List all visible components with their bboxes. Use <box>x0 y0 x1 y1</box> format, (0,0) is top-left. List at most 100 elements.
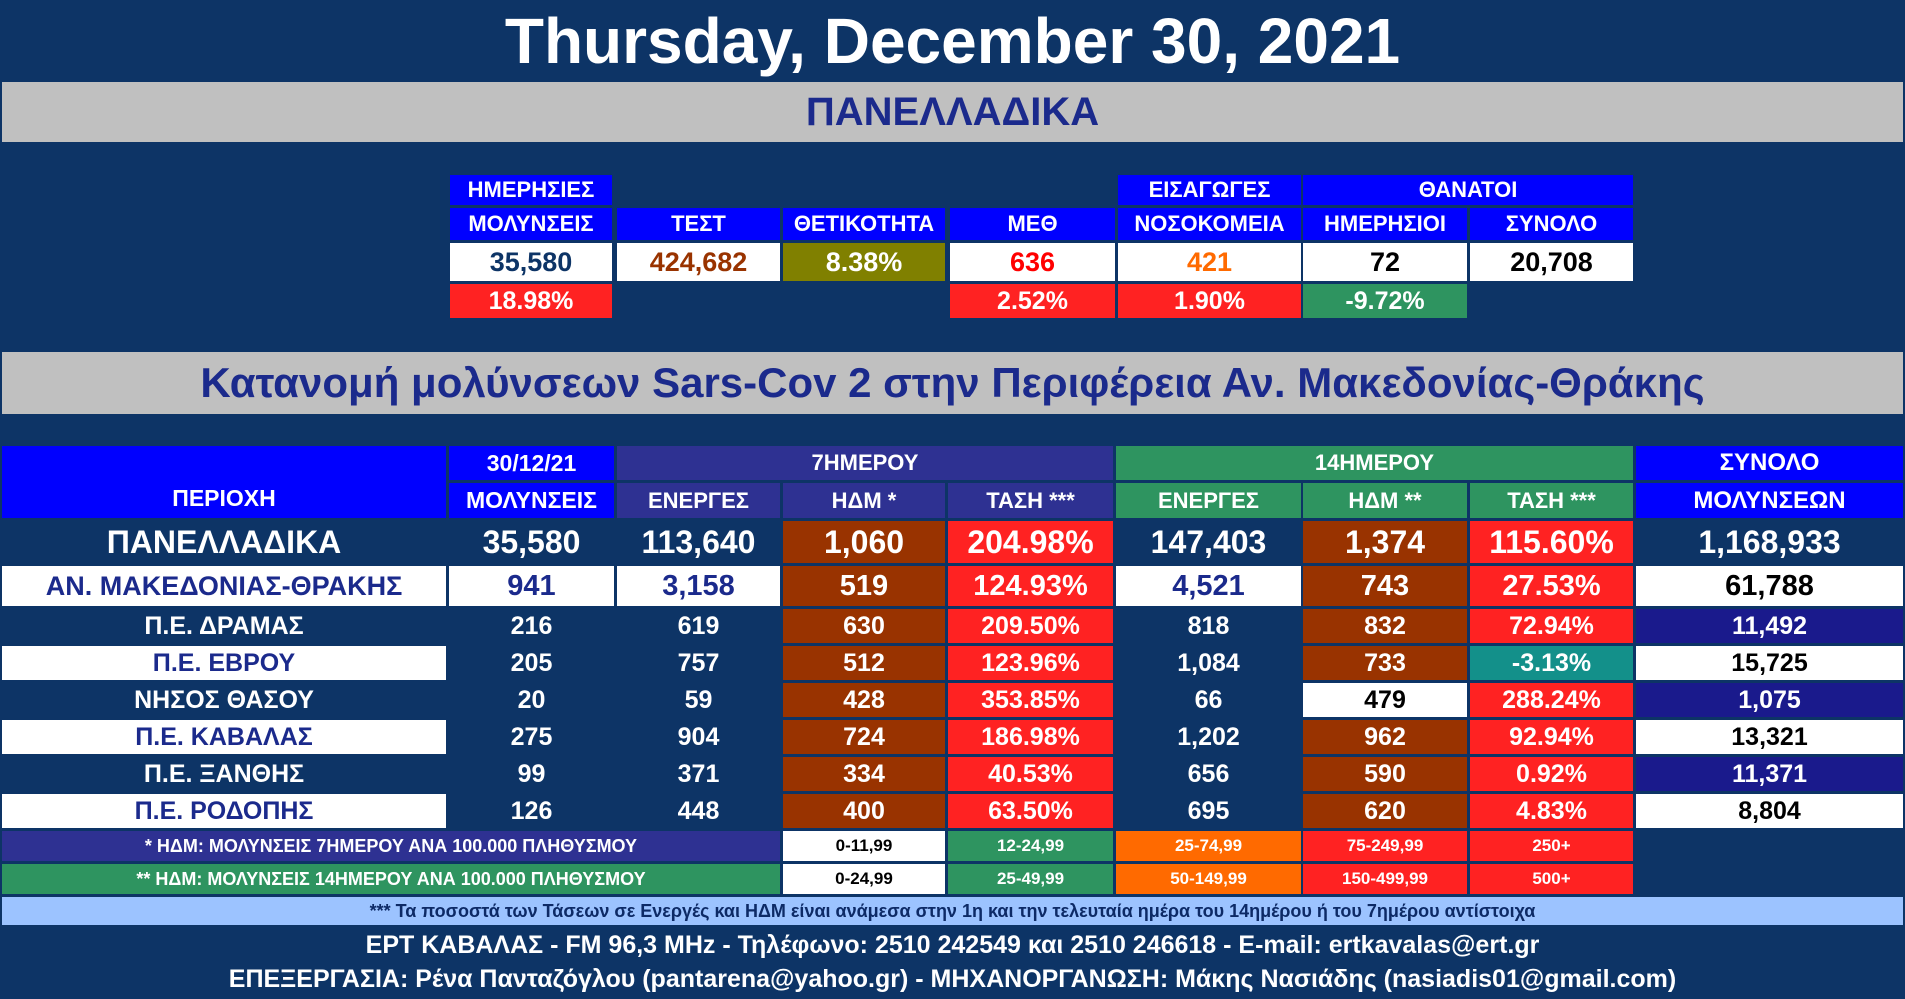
table-cell-ndm14: 479 <box>1303 683 1467 717</box>
table-cell-total: 1,168,933 <box>1636 521 1903 563</box>
summary-header-daily-1: ΗΜΕΡΗΣΙΕΣ <box>450 175 612 205</box>
table-cell-ndm14: 832 <box>1303 609 1467 643</box>
table-cell-active7: 619 <box>617 609 780 643</box>
legend-ndm7-range: 0-11,99 <box>783 831 945 861</box>
table-cell-active14: 1,202 <box>1116 720 1301 754</box>
summary-header-positivity: ΘΕΤΙΚΟΤΗΤΑ <box>783 208 945 240</box>
table-cell-total: 61,788 <box>1636 566 1903 606</box>
legend-ndm7-range: 75-249,99 <box>1303 831 1467 861</box>
summary-change-admissions: 1.90% <box>1118 284 1301 318</box>
table-row-name: ΑΝ. ΜΑΚΕΔΟΝΙΑΣ-ΘΡΑΚΗΣ <box>2 566 446 606</box>
table-header-fortnight: 14ΗΜΕΡΟΥ <box>1116 446 1633 480</box>
table-cell-active7: 904 <box>617 720 780 754</box>
table-cell-trend7: 353.85% <box>948 683 1113 717</box>
table-cell-active7: 113,640 <box>617 521 780 563</box>
table-cell-total: 8,804 <box>1636 794 1903 828</box>
legend-ndm14-range: 50-149,99 <box>1116 864 1301 894</box>
table-cell-trend7: 186.98% <box>948 720 1113 754</box>
table-cell-trend7: 124.93% <box>948 566 1113 606</box>
table-cell-active14: 695 <box>1116 794 1301 828</box>
legend-ndm14-range: 150-499,99 <box>1303 864 1467 894</box>
summary-header-admissions-1: ΕΙΣΑΓΩΓΕΣ <box>1118 175 1301 205</box>
table-cell-active7: 448 <box>617 794 780 828</box>
table-cell-total: 1,075 <box>1636 683 1903 717</box>
table-row-name: Π.Ε. ΚΑΒΑΛΑΣ <box>2 720 446 754</box>
table-cell-trend7: 209.50% <box>948 609 1113 643</box>
table-cell-active14: 66 <box>1116 683 1301 717</box>
table-row-name: Π.Ε. ΡΟΔΟΠΗΣ <box>2 794 446 828</box>
table-row-name: Π.Ε. ΞΑΝΘΗΣ <box>2 757 446 791</box>
table-header-ndm7: ΗΔΜ * <box>783 483 945 518</box>
table-cell-ndm14: 590 <box>1303 757 1467 791</box>
table-cell-ndm7: 630 <box>783 609 945 643</box>
table-cell-trend14: 115.60% <box>1470 521 1633 563</box>
table-cell-infections: 126 <box>449 794 614 828</box>
summary-change-daily: 18.98% <box>450 284 612 318</box>
table-cell-active14: 4,521 <box>1116 566 1301 606</box>
table-header-week: 7ΗΜΕΡΟΥ <box>617 446 1113 480</box>
table-header-trend14: ΤΑΣΗ *** <box>1470 483 1633 518</box>
table-header-total-2: ΜΟΛΥΝΣΕΩΝ <box>1636 483 1903 518</box>
table-cell-trend14: -3.13% <box>1470 646 1633 680</box>
summary-change-deaths-daily: -9.72% <box>1303 284 1467 318</box>
table-cell-infections: 205 <box>449 646 614 680</box>
table-cell-ndm7: 1,060 <box>783 521 945 563</box>
table-header-active14: ΕΝΕΡΓΕΣ <box>1116 483 1301 518</box>
table-cell-ndm7: 400 <box>783 794 945 828</box>
table-cell-infections: 275 <box>449 720 614 754</box>
table-header-region: ΠΕΡΙΟΧΗ <box>2 446 446 518</box>
legend-ndm14-range: 25-49,99 <box>948 864 1113 894</box>
table-cell-trend7: 40.53% <box>948 757 1113 791</box>
legend-ndm7-label: * ΗΔΜ: ΜΟΛΥΝΣΕΙΣ 7ΗΜΕΡΟΥ ΑΝΑ 100.000 ΠΛΗ… <box>2 831 780 861</box>
table-header-ndm14: ΗΔΜ ** <box>1303 483 1467 518</box>
table-cell-ndm7: 428 <box>783 683 945 717</box>
table-cell-infections: 99 <box>449 757 614 791</box>
summary-header-deaths-daily: ΗΜΕΡΗΣΙΟΙ <box>1303 208 1467 240</box>
table-cell-trend14: 27.53% <box>1470 566 1633 606</box>
table-cell-infections: 35,580 <box>449 521 614 563</box>
table-cell-active7: 757 <box>617 646 780 680</box>
summary-value-positivity: 8.38% <box>783 243 945 281</box>
table-cell-trend14: 0.92% <box>1470 757 1633 791</box>
summary-header-admissions-2: ΝΟΣΟΚΟΜΕΙΑ <box>1118 208 1301 240</box>
table-cell-trend14: 288.24% <box>1470 683 1633 717</box>
table-header-total-1: ΣΥΝΟΛΟ <box>1636 446 1903 480</box>
legend-ndm7-range: 250+ <box>1470 831 1633 861</box>
summary-header-deaths: ΘΑΝΑΤΟΙ <box>1303 175 1633 205</box>
table-cell-total: 11,492 <box>1636 609 1903 643</box>
legend-ndm14-label: ** ΗΔΜ: ΜΟΛΥΝΣΕΙΣ 14ΗΜΕΡΟΥ ΑΝΑ 100.000 Π… <box>2 864 780 894</box>
table-cell-active14: 1,084 <box>1116 646 1301 680</box>
table-cell-active7: 371 <box>617 757 780 791</box>
table-cell-active14: 147,403 <box>1116 521 1301 563</box>
table-cell-trend7: 204.98% <box>948 521 1113 563</box>
table-cell-ndm14: 962 <box>1303 720 1467 754</box>
table-row-name: Π.Ε. ΕΒΡΟΥ <box>2 646 446 680</box>
table-cell-ndm7: 519 <box>783 566 945 606</box>
summary-value-deaths-total: 20,708 <box>1470 243 1633 281</box>
table-cell-trend7: 63.50% <box>948 794 1113 828</box>
table-cell-infections: 941 <box>449 566 614 606</box>
table-row-name: ΝΗΣΟΣ ΘΑΣΟΥ <box>2 683 446 717</box>
summary-value-admissions: 421 <box>1118 243 1301 281</box>
table-cell-active14: 818 <box>1116 609 1301 643</box>
summary-value-daily: 35,580 <box>450 243 612 281</box>
summary-header-deaths-total: ΣΥΝΟΛΟ <box>1470 208 1633 240</box>
table-cell-ndm7: 724 <box>783 720 945 754</box>
table-cell-ndm14: 743 <box>1303 566 1467 606</box>
table-cell-active7: 59 <box>617 683 780 717</box>
trend-note: *** Τα ποσοστά των Τάσεων σε Ενεργές και… <box>2 897 1903 925</box>
summary-value-deaths-daily: 72 <box>1303 243 1467 281</box>
regional-band: Κατανομή μολύνσεων Sars-Cov 2 στην Περιφ… <box>2 352 1903 414</box>
summary-change-icu: 2.52% <box>950 284 1115 318</box>
summary-value-icu: 636 <box>950 243 1115 281</box>
table-cell-ndm14: 1,374 <box>1303 521 1467 563</box>
table-cell-infections: 216 <box>449 609 614 643</box>
table-cell-trend14: 72.94% <box>1470 609 1633 643</box>
table-cell-ndm14: 733 <box>1303 646 1467 680</box>
legend-ndm14-range: 500+ <box>1470 864 1633 894</box>
legend-ndm7-range: 25-74,99 <box>1116 831 1301 861</box>
table-cell-ndm7: 334 <box>783 757 945 791</box>
table-row-name: Π.Ε. ΔΡΑΜΑΣ <box>2 609 446 643</box>
table-header-date: 30/12/21 <box>449 446 614 480</box>
table-cell-ndm14: 620 <box>1303 794 1467 828</box>
